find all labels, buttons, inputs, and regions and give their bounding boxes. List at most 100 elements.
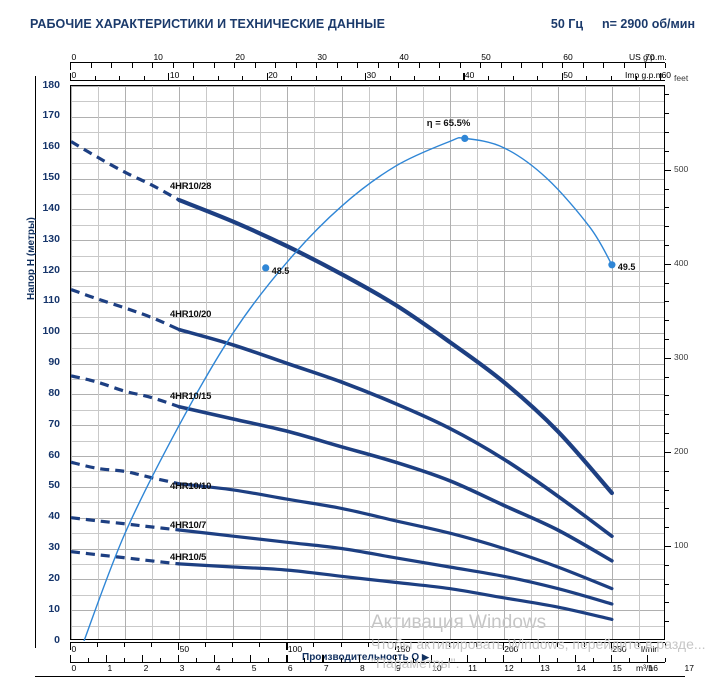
axis-tick — [660, 73, 662, 80]
curve-label-4hr10-28: 4HR10/28 — [170, 181, 212, 192]
axis-tick-label: 200 — [504, 644, 519, 654]
axis-tick — [463, 73, 465, 80]
axis-tick — [537, 75, 539, 80]
gridline-h — [71, 456, 664, 457]
curve-label-4hr10-15: 4HR10/15 — [170, 391, 212, 402]
y-axis-tick-label: 130 — [42, 232, 60, 245]
axis-tick-label: 0 — [71, 644, 77, 654]
axis-tick — [315, 75, 317, 80]
gridline-h — [71, 563, 664, 565]
axis-tick — [254, 63, 256, 68]
axis-tick — [582, 63, 584, 68]
pump-curve-dashed — [71, 374, 180, 409]
gridline-v — [503, 86, 505, 639]
axis-tick — [214, 655, 216, 662]
y-axis-tick-label: 20 — [48, 571, 60, 584]
gridline-v — [152, 86, 154, 639]
grid-lines — [71, 86, 664, 639]
gridline-h — [71, 209, 664, 211]
axis-tick-label: 20 — [235, 52, 245, 62]
y-axis-title: Напор H (метры) — [26, 217, 37, 300]
gridline-h — [71, 224, 664, 226]
gridline-v — [98, 86, 99, 639]
axis-tick — [70, 63, 72, 71]
axis-tick — [232, 642, 234, 648]
efficiency-peak-label: η = 65.5% — [426, 118, 471, 130]
pump-curve — [177, 482, 614, 591]
axis-tick — [638, 642, 639, 648]
y-right-minor-tick — [665, 621, 669, 623]
axis-tick — [556, 642, 558, 648]
pump-curve — [177, 198, 614, 496]
gridline-h — [71, 471, 664, 473]
y-right-minor-tick — [665, 433, 669, 435]
y-right-minor-tick — [665, 395, 669, 397]
axis-tick — [418, 63, 420, 68]
axis-tick — [439, 63, 441, 68]
axis-tick — [275, 63, 277, 68]
gridline-h — [71, 502, 664, 504]
gridline-v — [584, 86, 586, 639]
pump-curve-dashed — [71, 287, 180, 332]
gridline-h — [71, 378, 664, 380]
pump-curve — [177, 562, 614, 621]
axis-tick — [340, 75, 342, 80]
y-axis-tick-label: 120 — [42, 263, 60, 276]
y-right-minor-tick — [665, 602, 669, 604]
gridline-v — [125, 86, 127, 639]
page-title: РАБОЧИЕ ХАРАКТЕРИСТИКИ И ТЕХНИЧЕСКИЕ ДАН… — [30, 17, 386, 31]
axis-tick — [340, 657, 342, 662]
axis-tick — [562, 63, 564, 68]
y-right-minor-tick — [665, 564, 669, 566]
axis-tick — [556, 657, 558, 662]
axis-tick-label: 3 — [179, 663, 185, 673]
axis-tick-label: 30 — [317, 52, 327, 62]
axis-tick-label: 20 — [268, 70, 278, 80]
gridline-h — [71, 625, 664, 627]
gridline-h — [71, 548, 664, 550]
plot-area: 4HR10/28 4HR10/20 4HR10/15 4HR10/10 4HR10/7 4… — [70, 85, 665, 641]
gridline-h — [71, 610, 664, 612]
gridline-h — [71, 486, 664, 488]
axis-tick — [484, 657, 486, 662]
frame-left-rule — [35, 76, 37, 648]
axis-tick — [412, 657, 414, 662]
axis-rule — [70, 80, 665, 82]
axis-tick — [521, 63, 523, 68]
gridline-h — [71, 363, 664, 365]
y-right-tick-label: 500 — [674, 163, 689, 174]
axis-tick — [196, 657, 198, 662]
axis-tick — [111, 63, 112, 68]
axis-tick — [647, 655, 649, 662]
axis-tick-label: 12 — [504, 663, 514, 673]
axis-tick-label: 6 — [287, 663, 293, 673]
axis-tick — [213, 63, 215, 68]
axis-tick-label: 100 — [287, 644, 303, 654]
efficiency-marker-label-right: 49.5 — [617, 261, 636, 272]
axis-tick — [286, 642, 288, 650]
curve-label-4hr10-5: 4HR10/5 — [170, 552, 207, 563]
axis-tick — [610, 75, 612, 80]
y-axis-tick-label: 150 — [42, 171, 60, 183]
axis-tick — [94, 75, 96, 80]
axis-tick — [394, 655, 396, 662]
axis-tick — [192, 75, 194, 80]
y-axis-tick-label: 30 — [48, 541, 60, 553]
axis-tick — [421, 642, 423, 648]
axis-tick — [603, 63, 605, 68]
axis-tick — [500, 63, 502, 68]
axis-tick-label: 70 — [645, 52, 655, 62]
axis-tick-label: 1 — [107, 663, 113, 673]
axis-tick — [357, 63, 359, 68]
axis-unit-label: US g.p.m. — [629, 52, 667, 62]
gridline-h — [71, 132, 664, 134]
pump-curve — [177, 327, 614, 538]
y-right-minor-tick — [665, 489, 669, 491]
axis-tick — [475, 642, 477, 648]
y-axis-tick-label: 50 — [48, 479, 60, 492]
y-axis-tick-label: 10 — [48, 602, 60, 615]
axis-tick — [610, 655, 613, 662]
curve-label-4hr10-20: 4HR10/20 — [170, 309, 212, 320]
frequency-value: 50 Гц — [550, 17, 584, 31]
axis-tick — [365, 73, 367, 80]
